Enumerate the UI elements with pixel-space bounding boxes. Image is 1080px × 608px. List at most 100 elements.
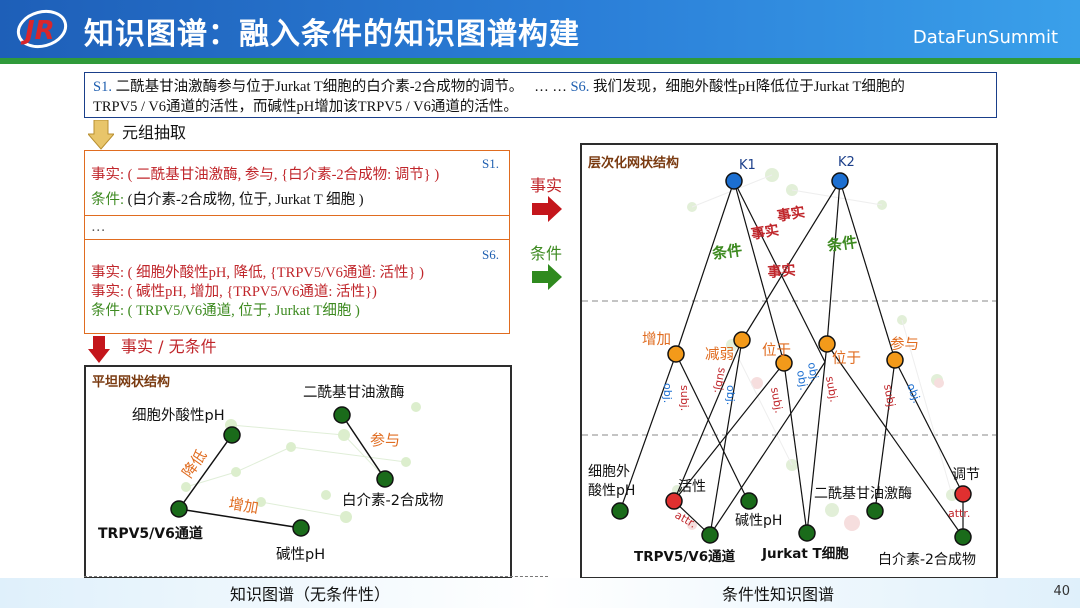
cond-arrow-label: 条件 <box>530 244 563 263</box>
label-il2: 白介素-2合成物 <box>342 492 443 509</box>
label-trpv: TRPV5/V6通道 <box>98 525 203 542</box>
header-stripe <box>0 58 1080 64</box>
node-regulate <box>954 485 972 503</box>
fact-arrow-label: 事实 <box>530 176 563 195</box>
footer-bar <box>0 578 1080 608</box>
down-arrow-icon <box>88 120 114 150</box>
ellipsis: … … <box>534 79 567 95</box>
label-participate: 参与 <box>890 336 919 353</box>
label-dgk: 二酰基甘油激酶 <box>814 485 912 502</box>
node-activity <box>665 492 683 510</box>
fact3-text: ( 碱性pH, 增加, {TRPV5/V6通道: 活性}) <box>127 284 377 300</box>
node-k2 <box>831 172 849 190</box>
label-weaken: 减弱 <box>705 346 734 363</box>
cond2-text: ( TRPV5/V6通道, 位于, Jurkat T细胞 ) <box>127 303 360 319</box>
label-dgk: 二酰基甘油激酶 <box>303 384 405 401</box>
node-dgk <box>333 406 351 424</box>
node-increase <box>667 345 685 363</box>
fact-label-b: 事实 <box>750 221 781 243</box>
node-weaken <box>733 331 751 349</box>
label-k2: K2 <box>838 155 855 170</box>
role-attr-2: attr. <box>948 507 970 520</box>
hier-graph-panel: 层次化网状结构 <box>580 143 998 579</box>
fact-arrow-icon <box>532 196 562 222</box>
label-located-1: 位于 <box>762 342 791 359</box>
fact2-text: ( 细胞外酸性pH, 降低, {TRPV5/V6通道: 活性} ) <box>127 265 424 281</box>
label-acid-ph-2: 酸性pH <box>588 483 635 499</box>
footer-divider <box>84 576 548 577</box>
red-down-arrow-icon <box>88 336 110 363</box>
label-regulate: 调节 <box>952 467 980 483</box>
node-base-ph <box>740 492 758 510</box>
label-located-2: 位于 <box>832 350 861 367</box>
ext-s1-id: S1. <box>482 156 499 171</box>
node-base-ph <box>292 519 310 537</box>
extract-step-label: 元组抽取 <box>122 123 187 142</box>
extraction-box: 事实: ( 二酰基甘油激酶, 参与, {白介素-2合成物: 调节} ) S1. … <box>84 150 510 334</box>
node-k1 <box>725 172 743 190</box>
edge-participate <box>341 414 386 480</box>
edge-reduce <box>178 434 233 510</box>
footer-right-caption: 条件性知识图谱 <box>722 585 835 604</box>
fact2-label: 事实: <box>91 265 125 281</box>
logo-text: JR <box>20 16 55 46</box>
node-dgk <box>866 502 884 520</box>
s1-text: 二酰基甘油激酶参与位于Jurkat T细胞的白介素-2合成物的调节。 <box>115 79 524 95</box>
role-obj-3: obj. <box>794 369 810 391</box>
edge-label-participate: 参与 <box>370 431 400 449</box>
node-il2 <box>376 470 394 488</box>
s6-id: S6. <box>570 79 590 95</box>
flat-background-edges <box>185 424 407 518</box>
role-obj-1: obj. <box>661 383 674 403</box>
edge-label-increase: 增加 <box>227 494 260 517</box>
hier-background-nodes-pink <box>687 377 944 531</box>
s6-text-2: TRPV5 / V6通道的活性，而碱性pH增加该TRPV5 / V6通道的活性。 <box>93 99 518 115</box>
fact1-label: 事实: <box>91 167 125 183</box>
cond-label-a: 条件 <box>710 241 743 263</box>
node-located-1 <box>775 354 793 372</box>
label-k1: K1 <box>739 158 756 173</box>
ext-s6-id: S6. <box>482 247 499 262</box>
node-trpv <box>701 526 719 544</box>
flat-graph: 平坦网状结构 细胞外酸性pH 二酰基甘油激酶 白介素-2合成物 TRPV5/V6… <box>92 374 443 563</box>
cond1-label: 条件: <box>91 192 125 208</box>
node-participate <box>886 351 904 369</box>
fact1-text: ( 二酰基甘油激酶, 参与, {白介素-2合成物: 调节} ) <box>127 167 440 183</box>
label-il2: 白介素-2合成物 <box>878 552 976 568</box>
role-subj-1: subj. <box>678 385 691 411</box>
footer-left-caption: 知识图谱（无条件性） <box>230 585 391 604</box>
cond1-text: (白介素-2合成物, 位于, Jurkat T 细胞 ) <box>127 192 364 208</box>
node-located-2 <box>818 335 836 353</box>
edge-increase <box>178 508 302 529</box>
cond-arrow-icon <box>532 264 562 290</box>
hier-edges <box>619 180 964 538</box>
role-subj-5: subj. <box>881 383 898 411</box>
cond-label-b: 条件 <box>825 233 858 255</box>
fact-no-cond-label: 事实 / 无条件 <box>121 337 217 356</box>
label-acid-ph: 细胞外酸性pH <box>132 407 225 424</box>
page-number: 40 <box>1053 584 1070 599</box>
brand-label: DataFunSummit <box>912 27 1058 48</box>
fact3-label: 事实: <box>91 284 125 300</box>
logo: JR <box>16 9 68 49</box>
label-trpv: TRPV5/V6通道 <box>634 548 736 565</box>
role-subj-2: subj. <box>711 366 728 394</box>
label-acid-ph-1: 细胞外 <box>588 464 630 480</box>
node-trpv <box>170 500 188 518</box>
role-subj-3: subj. <box>768 386 785 414</box>
role-labels: obj. subj. subj. obj. subj. obj. obj. su… <box>661 361 970 531</box>
header-bar <box>0 0 1080 58</box>
cond2-label: 条件: <box>91 303 125 319</box>
source-sentences: S1. 二酰基甘油激酶参与位于Jurkat T细胞的白介素-2合成物的调节。 …… <box>84 72 997 118</box>
node-acid-ph <box>611 502 629 520</box>
node-jurkat <box>798 524 816 542</box>
hier-background-edges <box>691 174 953 496</box>
label-base-ph: 碱性pH <box>276 546 325 563</box>
label-base-ph: 碱性pH <box>735 513 782 529</box>
role-subj-4: subj. <box>823 375 840 403</box>
fact-label-c: 事实 <box>767 262 796 281</box>
s1-id: S1. <box>93 79 112 95</box>
label-activity: 活性 <box>678 479 706 495</box>
page-title: 知识图谱：融入条件的知识图谱构建 <box>84 17 580 52</box>
hier-title: 层次化网状结构 <box>588 155 679 171</box>
